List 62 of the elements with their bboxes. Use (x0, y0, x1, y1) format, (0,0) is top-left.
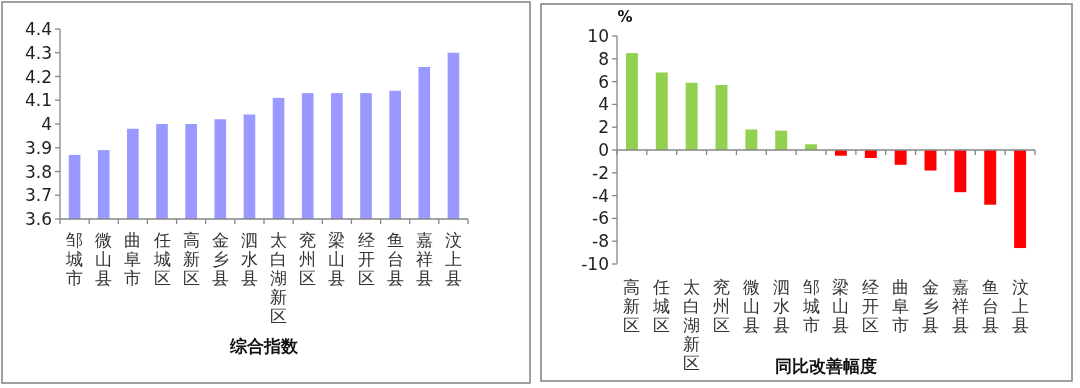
x-tick-label: 兖州区 (713, 277, 730, 335)
x-tick-label: 任城区 (152, 230, 171, 288)
x-tick-label: 嘉祥县 (415, 230, 433, 288)
x-tick-label: 鱼台县 (981, 277, 999, 335)
y-tick-label: -2 (592, 162, 609, 183)
bar (924, 150, 937, 171)
y-tick-label: -8 (592, 231, 609, 252)
x-tick-label: 太白湖新区 (683, 277, 701, 373)
x-tick-label: 汶上县 (444, 230, 462, 288)
bar (775, 130, 788, 150)
x-tick-label: 金乡县 (922, 277, 939, 335)
y-tick-label: 6 (598, 71, 609, 92)
bar (954, 150, 967, 193)
x-tick-label: 邹城市 (801, 277, 820, 335)
y-axis-title: % (617, 8, 633, 26)
x-tick-label: 曲阜市 (892, 277, 910, 335)
x-axis-title: 同比改善幅度 (775, 356, 877, 376)
x-tick-label: 微山县 (95, 230, 113, 288)
x-tick-label: 金乡县 (211, 230, 229, 288)
bar (685, 82, 698, 150)
x-tick-label: 经开区 (357, 230, 375, 288)
bar (655, 72, 668, 150)
x-tick-label: 汶上县 (1011, 277, 1029, 335)
x-axis-title: 综合指数 (229, 336, 299, 356)
y-tick-label: 4.1 (24, 90, 52, 111)
y-tick-label: 3.7 (24, 185, 52, 206)
bar (745, 129, 758, 150)
x-tick-label: 高新区 (623, 277, 641, 335)
y-tick-label: 4.2 (24, 66, 52, 87)
y-tick-label: 0 (598, 140, 609, 160)
x-tick-label: 邹城市 (65, 230, 84, 288)
x-tick-label: 嘉祥县 (951, 277, 969, 335)
bar (894, 150, 907, 165)
y-tick-label: 2 (598, 117, 609, 138)
y-tick-label: 8 (598, 48, 609, 69)
y-tick-label: 3.6 (24, 209, 52, 229)
x-tick-label: 高新区 (182, 230, 200, 288)
x-tick-label: 太白湖新区 (270, 230, 288, 326)
y-tick-label: -10 (581, 254, 609, 274)
y-tick-label: 4 (598, 94, 609, 115)
y-tick-label: 4.4 (24, 19, 52, 39)
x-tick-label: 梁山县 (832, 277, 850, 335)
x-tick-label: 兖州区 (299, 230, 317, 288)
bar (1014, 150, 1027, 249)
y-tick-label: -4 (592, 185, 609, 206)
x-tick-label: 梁山县 (328, 230, 346, 288)
x-tick-label: 泗水县 (772, 277, 790, 335)
bar (625, 53, 638, 150)
y-tick-label: 3.9 (24, 137, 52, 158)
y-tick-label: 4.3 (24, 42, 52, 63)
x-tick-label: 微山县 (742, 277, 760, 335)
y-tick-label: 4 (41, 114, 52, 134)
bar (984, 150, 997, 205)
x-tick-label: 曲阜市 (124, 230, 142, 288)
x-tick-label: 泗水县 (240, 230, 258, 288)
y-tick-label: 3.8 (24, 161, 52, 182)
y-tick-label: -6 (592, 208, 609, 229)
y-tick-label: 10 (587, 26, 609, 46)
x-tick-label: 经开区 (862, 277, 880, 335)
bar (715, 85, 728, 150)
x-tick-label: 任城区 (652, 277, 671, 335)
x-tick-label: 鱼台县 (386, 230, 404, 288)
